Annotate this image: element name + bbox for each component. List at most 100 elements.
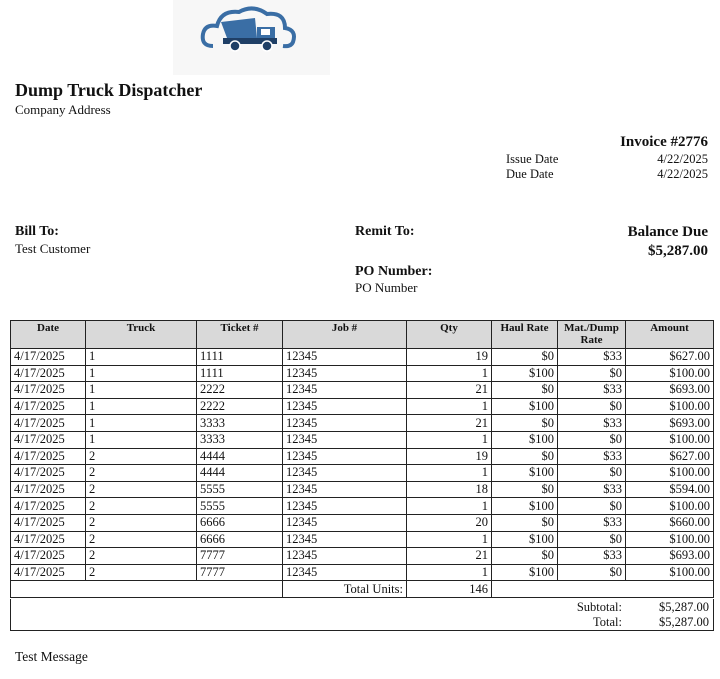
cell: 1: [85, 381, 197, 399]
line-item-row: 4/17/2025 2 7777 12345 1 $100 $0 $100.00: [10, 563, 714, 582]
cell: 4/17/2025: [10, 513, 86, 532]
balance-amount: $5,287.00: [648, 243, 708, 259]
cell: 4/17/2025: [10, 397, 86, 416]
totals-box: Subtotal: $5,287.00 Total: $5,287.00: [10, 599, 714, 631]
cell: $100.00: [625, 430, 714, 449]
cell: 4444: [196, 464, 283, 482]
cell: 21: [406, 381, 492, 399]
cell: $693.00: [625, 414, 714, 432]
bill-to-name: Test Customer: [15, 241, 91, 256]
cell: 4/17/2025: [10, 547, 86, 565]
cell: 12345: [282, 547, 407, 565]
column-header: Amount: [625, 320, 714, 349]
cell: $100: [491, 497, 558, 515]
line-item-row: 4/17/2025 2 6666 12345 1 $100 $0 $100.00: [10, 530, 714, 549]
cell: $100.00: [625, 464, 714, 482]
column-header: Qty: [406, 320, 492, 349]
line-item-row: 4/17/2025 2 4444 12345 1 $100 $0 $100.00: [10, 464, 714, 482]
company-name: Dump Truck Dispatcher: [15, 80, 203, 100]
cell: 1: [406, 563, 492, 582]
cell: 12345: [282, 414, 407, 432]
cell: $693.00: [625, 547, 714, 565]
cell: $0: [557, 464, 626, 482]
cell: $0: [557, 563, 626, 582]
line-item-row: 4/17/2025 1 2222 12345 21 $0 $33 $693.00: [10, 381, 714, 399]
line-item-row: 4/17/2025 2 5555 12345 18 $0 $33 $594.00: [10, 480, 714, 499]
cell: 4/17/2025: [10, 447, 86, 466]
cell: 20: [406, 513, 492, 532]
cell: $33: [557, 547, 626, 565]
line-item-row: 4/17/2025 1 2222 12345 1 $100 $0 $100.00: [10, 397, 714, 416]
cell: 2: [85, 480, 197, 499]
cell: 3333: [196, 414, 283, 432]
cell: 12345: [282, 563, 407, 582]
cell: $100: [491, 364, 558, 383]
column-header: Haul Rate: [491, 320, 558, 349]
cell: $100.00: [625, 397, 714, 416]
column-header: Truck: [85, 320, 197, 349]
cell: $0: [557, 364, 626, 383]
cell: 4/17/2025: [10, 480, 86, 499]
due-date-label: Due Date: [506, 167, 554, 181]
cell: $100.00: [625, 364, 714, 383]
po-label: PO Number:: [355, 264, 433, 279]
cell: $33: [557, 414, 626, 432]
cell: 4/17/2025: [10, 530, 86, 549]
cell: 12345: [282, 497, 407, 515]
cell: 2: [85, 513, 197, 532]
line-item-row: 4/17/2025 1 1111 12345 1 $100 $0 $100.00: [10, 364, 714, 383]
cell: 4/17/2025: [10, 381, 86, 399]
cell: $100.00: [625, 563, 714, 582]
cell: 1: [406, 530, 492, 549]
cell: 4/17/2025: [10, 348, 86, 366]
cell: $33: [557, 447, 626, 466]
cell: 1: [406, 364, 492, 383]
cell: $627.00: [625, 447, 714, 466]
cell: $0: [491, 547, 558, 565]
company-address: Company Address: [15, 102, 111, 117]
cell: 1: [406, 464, 492, 482]
cell: 2: [85, 464, 197, 482]
remit-to-label: Remit To:: [355, 224, 415, 239]
cell: 4/17/2025: [10, 497, 86, 515]
cell: 3333: [196, 430, 283, 449]
cell: $660.00: [625, 513, 714, 532]
line-item-row: 4/17/2025 2 5555 12345 1 $100 $0 $100.00: [10, 497, 714, 515]
cell: $100: [491, 430, 558, 449]
total-label: Total:: [593, 615, 622, 629]
cell: 4/17/2025: [10, 414, 86, 432]
cell: $100.00: [625, 530, 714, 549]
cell: 21: [406, 547, 492, 565]
cell: $0: [557, 430, 626, 449]
cell: $627.00: [625, 348, 714, 366]
bill-to-label: Bill To:: [15, 224, 59, 239]
cell: 6666: [196, 513, 283, 532]
cell: 21: [406, 414, 492, 432]
cell: 2: [85, 447, 197, 466]
cell: $0: [491, 348, 558, 366]
message: Test Message: [15, 649, 88, 664]
cell: 7777: [196, 563, 283, 582]
cell: 5555: [196, 480, 283, 499]
cell: 12345: [282, 447, 407, 466]
cell: 1: [85, 348, 197, 366]
cell: $100.00: [625, 497, 714, 515]
cell: $594.00: [625, 480, 714, 499]
cell: 1: [85, 430, 197, 449]
cell: 4444: [196, 447, 283, 466]
cell: 4/17/2025: [10, 563, 86, 582]
cell: 1: [406, 497, 492, 515]
column-header: Job #: [282, 320, 407, 349]
cell: 12345: [282, 513, 407, 532]
table-body: 4/17/2025 1 1111 12345 19 $0 $33 $627.00 4/17/20…: [10, 348, 714, 598]
cell: $33: [557, 480, 626, 499]
cell: $0: [491, 414, 558, 432]
cell: $0: [557, 397, 626, 416]
cell: 2: [85, 530, 197, 549]
cell: $33: [557, 513, 626, 532]
column-header: Ticket #: [196, 320, 283, 349]
cell: 4/17/2025: [10, 464, 86, 482]
cell: 12345: [282, 430, 407, 449]
cell: 2222: [196, 397, 283, 416]
